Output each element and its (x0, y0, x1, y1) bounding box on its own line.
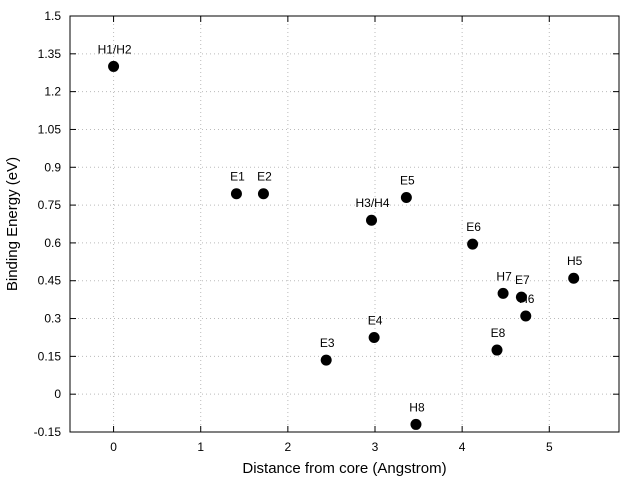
grid (70, 16, 619, 432)
data-point-labels: H1/H2 E1 E2 H3/H4 E5 E6 H5 H7 E7 H6 E8 E4 E3 H8 (98, 42, 583, 414)
data-point (366, 214, 378, 226)
data-point-label: E3 (320, 336, 335, 350)
data-point (257, 188, 269, 200)
x-axis-title: Distance from core (Angstrom) (242, 460, 446, 477)
data-point-label: H8 (409, 400, 425, 414)
data-point-label: E7 (515, 273, 530, 287)
y-tick-label: 1.2 (44, 85, 61, 99)
data-points (108, 60, 580, 430)
y-tick-label: 0.9 (44, 160, 61, 174)
x-tick-label: 1 (197, 440, 204, 454)
data-point (491, 344, 503, 356)
axis-ticks (70, 15, 619, 433)
data-point-label: E5 (400, 174, 415, 188)
y-axis-title: Binding Energy (eV) (4, 157, 21, 291)
data-point (467, 238, 479, 250)
plot-area-frame (69, 15, 620, 433)
data-point-label: H1/H2 (98, 42, 132, 56)
data-point-label: H6 (519, 292, 535, 306)
data-point (368, 331, 380, 343)
data-point (497, 287, 509, 299)
y-tick-label: 0.15 (38, 349, 62, 363)
y-tick-label: 0.75 (38, 198, 62, 212)
data-point (520, 310, 532, 322)
y-tick-label: 0.45 (38, 274, 62, 288)
data-point-label: E2 (257, 170, 272, 184)
y-tick-label: 0 (54, 387, 61, 401)
y-tick-label: 0.3 (44, 312, 61, 326)
data-point-label: E8 (491, 326, 506, 340)
y-tick-label: 1.05 (38, 122, 62, 136)
data-point-label: E6 (466, 220, 481, 234)
data-point (108, 60, 120, 72)
data-point (515, 291, 527, 303)
data-point (568, 272, 580, 284)
y-tick-label: 1.5 (44, 9, 61, 23)
y-tick-label: 0.6 (44, 236, 61, 250)
x-tick-label: 5 (546, 440, 553, 454)
x-axis-tick-labels: 0 1 2 3 4 5 (110, 440, 553, 454)
data-point-label: H3/H4 (356, 196, 390, 210)
data-point-label: H5 (567, 254, 583, 268)
x-tick-label: 0 (110, 440, 117, 454)
x-tick-label: 3 (372, 440, 379, 454)
data-point-label: E4 (368, 313, 383, 327)
data-point (410, 418, 422, 430)
data-point (400, 192, 412, 204)
y-axis-tick-labels: -0.15 0 0.15 0.3 0.45 0.6 0.75 0.9 1.05 1.2 1.35 1.… (34, 9, 62, 439)
data-point-label: E1 (230, 170, 245, 184)
y-tick-label: 1.35 (38, 47, 62, 61)
data-point (230, 188, 242, 200)
y-tick-label: -0.15 (34, 425, 62, 439)
x-tick-label: 2 (285, 440, 292, 454)
data-point (320, 354, 332, 366)
data-point-label: H7 (496, 269, 512, 283)
x-tick-label: 4 (459, 440, 466, 454)
